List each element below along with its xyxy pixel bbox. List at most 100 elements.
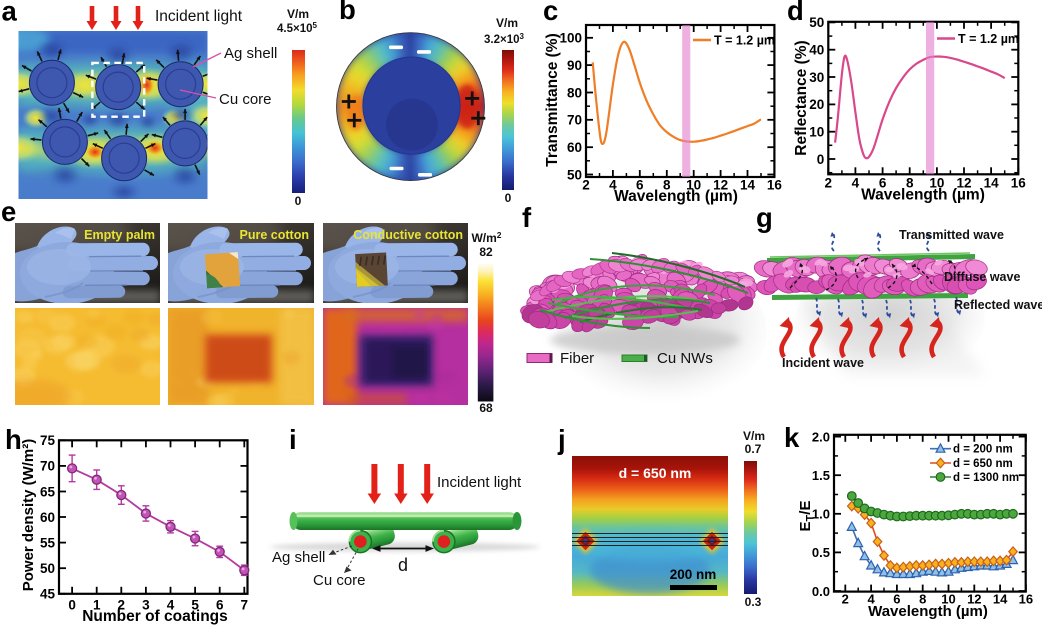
- svg-text:45: 45: [40, 587, 56, 602]
- svg-text:k: k: [784, 422, 800, 453]
- svg-text:6: 6: [216, 597, 224, 612]
- svg-text:60: 60: [567, 140, 582, 155]
- svg-text:200 nm: 200 nm: [670, 567, 717, 582]
- svg-text:0: 0: [817, 152, 825, 167]
- svg-text:8: 8: [906, 175, 914, 190]
- svg-text:7: 7: [241, 597, 249, 612]
- svg-text:h: h: [5, 424, 22, 455]
- svg-text:4: 4: [609, 178, 617, 193]
- svg-text:2.0: 2.0: [812, 429, 830, 444]
- svg-text:10: 10: [809, 125, 824, 140]
- svg-text:4: 4: [852, 175, 860, 190]
- svg-text:82: 82: [479, 245, 493, 259]
- svg-text:3: 3: [142, 597, 150, 612]
- svg-text:16: 16: [1011, 175, 1027, 190]
- svg-text:12: 12: [956, 175, 971, 190]
- svg-text:T = 1.2 µm: T = 1.2 µm: [714, 34, 775, 48]
- svg-text:8: 8: [919, 592, 926, 607]
- svg-text:5: 5: [191, 597, 199, 612]
- svg-text:f: f: [522, 202, 532, 233]
- svg-text:Conductive cotton: Conductive cotton: [353, 228, 463, 242]
- svg-text:0: 0: [68, 597, 76, 612]
- svg-text:1: 1: [93, 597, 101, 612]
- svg-text:Wavelength (µm): Wavelength (µm): [861, 187, 985, 204]
- svg-text:b: b: [339, 0, 356, 25]
- svg-text:60: 60: [40, 510, 55, 525]
- svg-text:0.0: 0.0: [812, 584, 830, 599]
- svg-text:W/m2: W/m2: [471, 230, 501, 245]
- svg-text:Empty palm: Empty palm: [84, 228, 155, 242]
- svg-text:80: 80: [567, 85, 582, 100]
- svg-text:12: 12: [713, 178, 728, 193]
- svg-text:Transmittance (%): Transmittance (%): [544, 33, 561, 167]
- svg-text:Cu core: Cu core: [219, 91, 272, 108]
- svg-text:Wavelength (µm): Wavelength (µm): [614, 188, 738, 205]
- svg-text:Incident wave: Incident wave: [782, 356, 864, 370]
- svg-text:10: 10: [929, 175, 944, 190]
- svg-text:30: 30: [809, 70, 824, 85]
- svg-text:Cu NWs: Cu NWs: [657, 350, 713, 367]
- svg-text:0.3: 0.3: [745, 595, 762, 609]
- svg-text:6: 6: [893, 592, 900, 607]
- svg-text:14: 14: [993, 592, 1008, 607]
- svg-text:70: 70: [40, 459, 55, 474]
- svg-text:10: 10: [686, 178, 701, 193]
- svg-text:d: d: [398, 555, 408, 575]
- svg-text:d = 200 nm: d = 200 nm: [953, 444, 1013, 456]
- svg-text:Incident light: Incident light: [437, 474, 522, 491]
- svg-text:g: g: [756, 202, 773, 233]
- svg-text:55: 55: [40, 535, 56, 550]
- svg-text:14: 14: [740, 178, 756, 193]
- svg-text:0: 0: [505, 191, 512, 205]
- svg-text:Transmitted wave: Transmitted wave: [899, 228, 1004, 242]
- svg-text:6: 6: [636, 178, 644, 193]
- svg-text:4.5×105: 4.5×105: [277, 21, 318, 35]
- svg-text:40: 40: [809, 43, 824, 58]
- svg-text:50: 50: [567, 167, 582, 182]
- svg-text:100: 100: [559, 31, 582, 46]
- svg-text:2: 2: [825, 175, 833, 190]
- svg-text:4: 4: [167, 597, 175, 612]
- svg-text:12: 12: [967, 592, 981, 607]
- svg-text:16: 16: [1019, 592, 1033, 607]
- svg-text:c: c: [543, 0, 558, 26]
- svg-text:d = 650 nm: d = 650 nm: [619, 465, 692, 481]
- svg-text:50: 50: [40, 561, 55, 576]
- svg-text:0.5: 0.5: [812, 545, 830, 560]
- svg-text:d = 650 nm: d = 650 nm: [953, 458, 1013, 470]
- svg-text:6: 6: [879, 175, 887, 190]
- svg-text:Power density (W/m²): Power density (W/m²): [20, 439, 37, 592]
- svg-text:14: 14: [984, 175, 1000, 190]
- svg-text:Reflectance (%): Reflectance (%): [793, 40, 810, 155]
- svg-text:Ag shell: Ag shell: [224, 45, 277, 62]
- svg-text:T = 1.2 µm: T = 1.2 µm: [958, 32, 1019, 46]
- svg-text:2: 2: [118, 597, 126, 612]
- svg-text:65: 65: [40, 484, 56, 499]
- svg-text:V/m: V/m: [496, 16, 518, 30]
- svg-text:3.2×103: 3.2×103: [484, 32, 525, 46]
- svg-text:Wavelength (µm): Wavelength (µm): [868, 603, 988, 620]
- svg-text:1.5: 1.5: [812, 468, 830, 483]
- svg-text:75: 75: [40, 433, 56, 448]
- svg-text:Reflected wave: Reflected wave: [954, 298, 1042, 312]
- svg-text:10: 10: [941, 592, 955, 607]
- svg-text:0: 0: [295, 194, 302, 208]
- svg-text:Number of coatings: Number of coatings: [82, 608, 228, 625]
- svg-text:e: e: [1, 196, 16, 227]
- svg-text:16: 16: [767, 178, 783, 193]
- svg-text:Pure cotton: Pure cotton: [240, 228, 309, 242]
- svg-text:2: 2: [582, 178, 590, 193]
- svg-text:0.7: 0.7: [745, 442, 762, 456]
- svg-text:Fiber: Fiber: [560, 350, 594, 367]
- svg-text:V/m: V/m: [287, 7, 309, 21]
- svg-text:a: a: [2, 0, 18, 27]
- svg-text:Incident light: Incident light: [155, 8, 243, 25]
- svg-text:d: d: [787, 0, 804, 26]
- svg-text:8: 8: [663, 178, 671, 193]
- svg-text:70: 70: [567, 113, 582, 128]
- svg-text:50: 50: [809, 15, 824, 30]
- svg-text:i: i: [289, 424, 297, 455]
- svg-text:Diffuse wave: Diffuse wave: [944, 270, 1020, 284]
- svg-text:2: 2: [842, 592, 849, 607]
- svg-text:90: 90: [567, 58, 582, 73]
